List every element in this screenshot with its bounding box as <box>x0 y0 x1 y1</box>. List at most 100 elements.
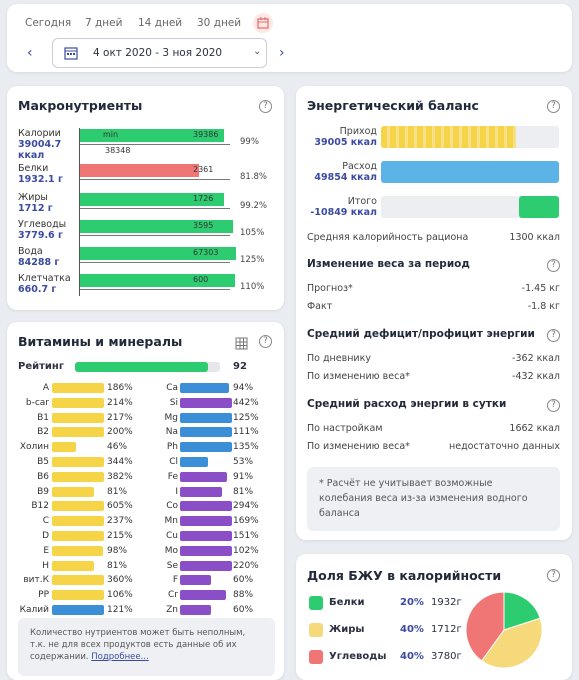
nutrient-row[interactable]: Na 111% <box>7 426 284 438</box>
macro-bar <box>80 193 224 206</box>
nutrient-row[interactable]: F 60% <box>7 574 284 586</box>
period-30-days[interactable]: 30 дней <box>197 17 242 29</box>
period-7-days[interactable]: 7 дней <box>85 17 123 29</box>
nutrient-row[interactable]: D 215% <box>7 530 284 542</box>
nutrients-note: Количество нутриентов может быть неполны… <box>18 618 275 676</box>
nutrient-row[interactable]: Fe 91% <box>7 471 284 483</box>
nutrient-label: B1 <box>37 412 49 423</box>
calendar-icon[interactable] <box>253 13 273 33</box>
period-today[interactable]: Сегодня <box>25 17 72 29</box>
more-link[interactable]: Подробнее... <box>91 652 149 662</box>
nutrient-row[interactable]: H 81% <box>7 560 284 572</box>
nutrient-row[interactable]: Ca 94% <box>7 382 284 394</box>
nutrient-row[interactable]: B5 344% <box>7 456 284 468</box>
help-icon[interactable]: ? <box>547 399 560 412</box>
macro-extra-label: 38348 <box>105 146 131 155</box>
nutrient-row[interactable]: C 237% <box>7 515 284 527</box>
bju-title: Доля БЖУ в калорийности <box>307 568 502 583</box>
macro-bar <box>80 164 199 177</box>
nutrient-row[interactable]: Холин 46% <box>7 441 284 453</box>
bju-name: Белки <box>329 597 365 608</box>
macro-bar <box>80 129 224 142</box>
nutrient-bar <box>52 412 104 423</box>
nutrient-row[interactable]: I 81% <box>7 486 284 498</box>
help-icon[interactable]: ? <box>547 329 560 342</box>
nutrient-percent: 215% <box>107 531 133 541</box>
period-14-days[interactable]: 14 дней <box>138 17 183 29</box>
macronutrients-title: Макронутриенты <box>18 98 143 113</box>
nutrient-bar <box>52 575 104 586</box>
nutrient-row[interactable]: Калий 121% <box>7 604 284 616</box>
nutrient-row[interactable]: вит.К 360% <box>7 574 284 586</box>
nutrient-bar <box>180 560 232 571</box>
next-period-button[interactable]: › <box>279 45 285 61</box>
nutrient-row[interactable]: Mg 125% <box>7 412 284 424</box>
macros-axis <box>79 128 80 296</box>
rating-label: Рейтинг <box>18 361 65 372</box>
bju-percent: 40% <box>400 651 424 662</box>
help-icon[interactable]: ? <box>547 259 560 272</box>
note-text: Количество нутриентов может быть неполны… <box>30 628 246 662</box>
nutrient-percent: 605% <box>107 501 133 512</box>
table-icon[interactable] <box>235 335 248 354</box>
nutrient-percent: 91% <box>233 471 254 482</box>
macro-bar <box>80 220 233 233</box>
nutrient-label: Mn <box>164 516 178 527</box>
nutrient-percent: 294% <box>233 501 259 512</box>
nutrient-row[interactable]: Cl 53% <box>7 456 284 468</box>
nutrient-row[interactable]: Si 442% <box>7 397 284 409</box>
nutrient-row[interactable]: E 98% <box>7 545 284 557</box>
nutrient-label: PP <box>38 590 49 601</box>
nutrient-row[interactable]: Ph 135% <box>7 441 284 453</box>
nutrient-bar <box>180 531 232 541</box>
nutrient-row[interactable]: B2 200% <box>7 426 284 438</box>
nutrient-bar <box>180 457 208 467</box>
date-range-select[interactable]: 4 окт 2020 - 3 ноя 2020 ⌄ <box>52 38 267 68</box>
nutrient-percent: 217% <box>107 412 133 423</box>
bju-grams: 3780г <box>431 651 462 662</box>
nutrient-row[interactable]: b-car 214% <box>7 397 284 409</box>
nutrient-row[interactable]: Zn 60% <box>7 604 284 616</box>
help-icon[interactable]: ? <box>547 569 560 582</box>
nutrient-label: Mo <box>164 545 178 556</box>
nutrient-percent: 81% <box>233 486 254 497</box>
nutrient-bar <box>52 397 104 408</box>
nutrient-row[interactable]: Mo 102% <box>7 545 284 557</box>
income-bar <box>381 126 559 148</box>
nutrient-percent: 106% <box>107 590 133 601</box>
prev-period-button[interactable]: ‹ <box>27 45 33 61</box>
macro-value: 84288 г <box>18 257 60 268</box>
help-icon[interactable]: ? <box>259 100 272 113</box>
nutrient-row[interactable]: Cu 151% <box>7 530 284 542</box>
nutrient-percent: 360% <box>107 575 133 586</box>
forecast-value: -1.45 кг <box>521 283 560 294</box>
nutrient-row[interactable]: A 186% <box>7 382 284 394</box>
bju-legend-swatch <box>309 623 323 637</box>
help-icon[interactable]: ? <box>547 100 560 113</box>
nutrient-bar <box>52 501 104 512</box>
chevron-down-icon: ⌄ <box>253 46 262 57</box>
nutrient-row[interactable]: B9 81% <box>7 486 284 498</box>
nutrient-row[interactable]: Co 294% <box>7 500 284 512</box>
fact-value: -1.8 кг <box>527 301 560 312</box>
nutrient-bar <box>52 605 104 615</box>
nutrient-row[interactable]: B12 605% <box>7 500 284 512</box>
nutrient-row[interactable]: Se 220% <box>7 560 284 572</box>
help-icon[interactable]: ? <box>259 335 272 348</box>
nutrient-label: Fe <box>167 471 178 482</box>
nutrient-row[interactable]: PP 106% <box>7 589 284 601</box>
nutrient-percent: 111% <box>233 427 259 438</box>
nutrient-row[interactable]: B1 217% <box>7 412 284 424</box>
pie-slice-1 <box>480 617 543 669</box>
nutrient-bar <box>52 560 95 571</box>
calendar-select-icon <box>63 45 79 65</box>
nutrient-row[interactable]: Mn 169% <box>7 515 284 527</box>
macro-label: Вода 84288 г <box>18 246 78 268</box>
nutrient-row[interactable]: B6 382% <box>7 471 284 483</box>
nutrient-percent: 81% <box>107 486 128 497</box>
macro-percent: 99.2% <box>240 201 268 211</box>
nutrient-row[interactable]: Cr 88% <box>7 589 284 601</box>
macro-percent: 81.8% <box>240 172 268 182</box>
nutrient-percent: 135% <box>233 442 259 453</box>
nutrient-label: H <box>42 560 49 571</box>
